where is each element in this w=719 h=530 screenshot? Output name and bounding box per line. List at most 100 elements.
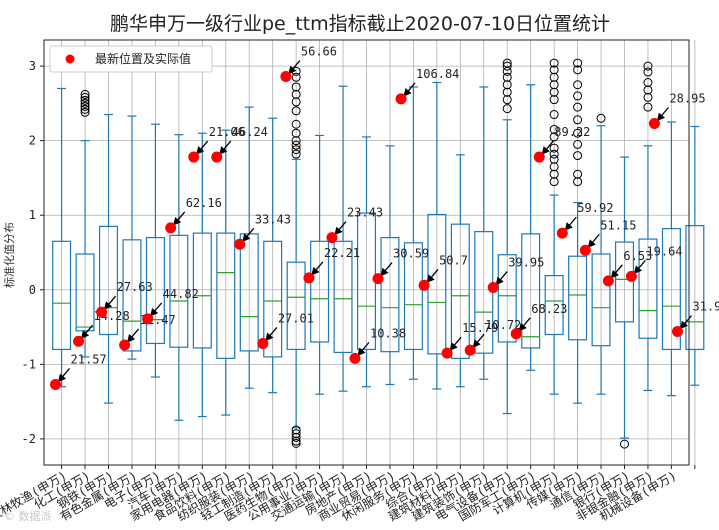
box-10 (286, 66, 306, 448)
outlier-point (643, 85, 653, 95)
box-body (333, 240, 353, 354)
outlier-point (549, 124, 559, 134)
annotation-label: 21.06 (209, 125, 245, 139)
outlier-point (549, 58, 559, 68)
outlier-point (502, 61, 512, 71)
outlier-point (549, 154, 559, 164)
box-body (685, 225, 705, 351)
annotation-label: 10.38 (370, 326, 406, 340)
box-body (544, 275, 564, 336)
annotation-arrow (587, 233, 600, 249)
annotation-arrow (541, 140, 554, 155)
annotation-label: 27.63 (117, 280, 153, 294)
latest-point (211, 151, 223, 163)
annotation-label: 23.43 (347, 206, 383, 220)
watermark: © 数据派 (4, 510, 52, 523)
box-21 (544, 58, 564, 395)
latest-point (280, 71, 292, 83)
outlier-point (549, 80, 559, 90)
box-17 (450, 154, 470, 388)
box-11 (310, 134, 330, 395)
box-body (568, 255, 588, 341)
outlier-point (291, 425, 301, 435)
latest-point (648, 118, 660, 130)
latest-point (510, 328, 522, 340)
box-9 (263, 117, 283, 394)
outlier-point (549, 72, 559, 82)
annotation-arrow (472, 333, 485, 348)
latest-point (441, 347, 453, 359)
box-body (310, 240, 330, 343)
annotation-arrow (103, 295, 117, 310)
annotation-arrow (334, 221, 347, 236)
annotation-arrow (633, 259, 646, 275)
box-23 (591, 113, 611, 395)
outlier-point (549, 65, 559, 75)
outlier-point (643, 61, 653, 71)
annotation-label: 27.01 (278, 311, 314, 325)
annotation-arrow (173, 211, 186, 226)
outlier-point (573, 169, 583, 179)
outlier-point (573, 151, 583, 161)
box-7 (216, 129, 236, 416)
legend-label: 最新位置及实际值 (95, 51, 191, 66)
annotation-label: 15.79 (462, 321, 498, 335)
annotation-arrow (449, 336, 462, 351)
chart-title: 鹏华申万一级行业pe_ttm指标截止2020-07-10日位置统计 (110, 13, 610, 35)
box-body (614, 241, 635, 323)
latest-point (418, 279, 430, 291)
outlier-point (291, 145, 301, 155)
box-25 (638, 61, 658, 392)
box-body (380, 236, 400, 353)
latest-point (165, 222, 177, 234)
box-body (638, 238, 658, 339)
latest-point (533, 151, 545, 163)
legend-marker (65, 54, 75, 64)
box-26 (661, 121, 681, 397)
latest-point (234, 238, 246, 250)
axes: -2-10123农林牧渔(申万)化工(申万)钢铁(申万)有色金属(申万)电子(申… (0, 39, 696, 524)
annotation-arrow (564, 216, 577, 231)
annotation-label: 44.82 (163, 287, 199, 301)
latest-point (188, 151, 200, 163)
annotation-arrow (150, 302, 163, 317)
annotation-arrow (265, 327, 278, 342)
annotation-label: 10.72 (485, 318, 521, 332)
box-22 (568, 58, 588, 404)
outlier-point (573, 65, 583, 75)
box-27 (685, 125, 705, 386)
outlier-point (291, 136, 301, 146)
outlier-point (549, 95, 559, 105)
box-3 (122, 115, 142, 360)
latest-point (326, 232, 338, 244)
outlier-point (643, 102, 653, 112)
box-0 (52, 87, 72, 388)
latest-point (464, 344, 476, 356)
annotation-arrow (426, 268, 439, 284)
latest-point (372, 273, 384, 285)
annotation-label: 68.23 (531, 302, 567, 316)
box-16 (427, 81, 447, 390)
box-2 (98, 113, 119, 404)
box-body (286, 261, 306, 351)
outlier-point (596, 113, 606, 123)
outlier-point (291, 432, 301, 442)
annotation-label: 51.15 (600, 218, 636, 232)
outlier-point (80, 98, 90, 108)
outlier-point (502, 95, 512, 105)
y-axis-label: 标准化值分布 (2, 222, 16, 288)
latest-point (119, 339, 131, 351)
outlier-point (80, 101, 90, 111)
latest-point (96, 306, 108, 318)
outlier-point (291, 97, 301, 107)
box-body (497, 254, 517, 343)
outlier-point (549, 162, 559, 172)
annotation-label: 33.43 (255, 212, 291, 226)
annotation-arrow (679, 315, 692, 330)
y-tick-label: 1 (29, 208, 36, 222)
box-12 (333, 85, 353, 392)
latest-point (349, 352, 361, 364)
grid (44, 40, 696, 465)
box-19 (497, 58, 517, 415)
annotation-label: 46.24 (232, 125, 268, 139)
